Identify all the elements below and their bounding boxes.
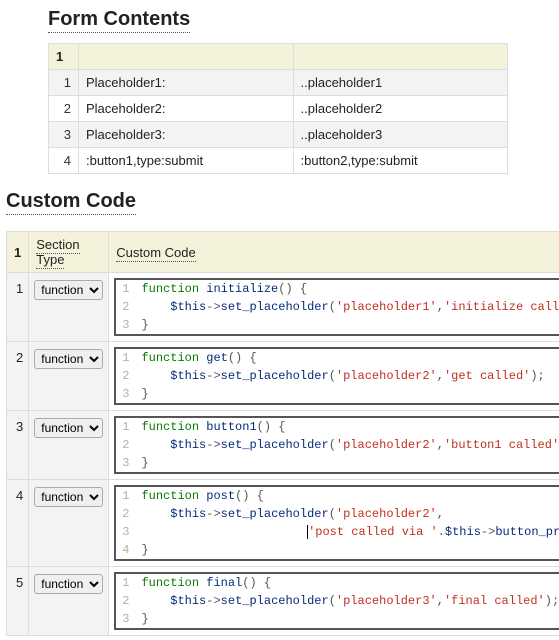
code-box: 1function get() {2 $this->set_placeholde…: [114, 347, 559, 405]
code-line[interactable]: $this->set_placeholder('placeholder2','g…: [135, 367, 559, 385]
line-number: 1: [116, 349, 135, 367]
line-number: 1: [116, 280, 135, 298]
line-number: 2: [116, 367, 135, 385]
cc-row: 2function1function get() {2 $this->set_p…: [7, 342, 559, 411]
section-type-select[interactable]: function: [34, 418, 103, 438]
line-number: 3: [116, 385, 135, 403]
cc-code-cell: 1function button1() {2 $this->set_placeh…: [109, 411, 559, 480]
code-line[interactable]: function post() {: [135, 487, 559, 505]
line-number: 1: [116, 418, 135, 436]
row-right: ..placeholder2: [293, 96, 508, 122]
table-row: 4:button1,type:submit:button2,type:submi…: [49, 148, 508, 174]
table-row: 3Placeholder3:..placeholder3: [49, 122, 508, 148]
code-block[interactable]: 1function get() {2 $this->set_placeholde…: [116, 349, 559, 403]
row-left: Placeholder1:: [79, 70, 294, 96]
code-line[interactable]: }: [135, 610, 559, 628]
code-line[interactable]: function initialize() {: [135, 280, 559, 298]
code-box: 1function button1() {2 $this->set_placeh…: [114, 416, 559, 474]
cc-header-code: Custom Code: [109, 232, 559, 273]
cc-type-cell: function: [29, 273, 109, 342]
cc-row-num: 4: [7, 480, 29, 567]
cc-code-cell: 1function get() {2 $this->set_placeholde…: [109, 342, 559, 411]
cc-row-num: 5: [7, 567, 29, 636]
cc-row-num: 3: [7, 411, 29, 480]
code-block[interactable]: 1function initialize() {2 $this->set_pla…: [116, 280, 559, 334]
cc-code-cell: 1function post() {2 $this->set_placehold…: [109, 480, 559, 567]
code-line[interactable]: }: [135, 541, 559, 559]
row-right: ..placeholder1: [293, 70, 508, 96]
code-box: 1function initialize() {2 $this->set_pla…: [114, 278, 559, 336]
row-num: 4: [49, 148, 79, 174]
custom-code-title: Custom Code: [6, 190, 136, 215]
code-box: 1function final() {2 $this->set_placehol…: [114, 572, 559, 630]
row-right: :button2,type:submit: [293, 148, 508, 174]
row-left: Placeholder2:: [79, 96, 294, 122]
code-line[interactable]: }: [135, 454, 559, 472]
table-row: 1Placeholder1:..placeholder1: [49, 70, 508, 96]
cc-header-num: 1: [7, 232, 29, 273]
cc-row: 4function1function post() {2 $this->set_…: [7, 480, 559, 567]
cc-header-type: Section Type: [29, 232, 109, 273]
row-left: :button1,type:submit: [79, 148, 294, 174]
section-type-select[interactable]: function: [34, 280, 103, 300]
line-number: 4: [116, 541, 135, 559]
cc-row-num: 2: [7, 342, 29, 411]
line-number: 3: [116, 523, 135, 541]
form-header-num: 1: [49, 44, 79, 70]
custom-code-table: 1 Section Type Custom Code 1function1fun…: [6, 231, 559, 636]
cc-code-cell: 1function initialize() {2 $this->set_pla…: [109, 273, 559, 342]
row-num: 3: [49, 122, 79, 148]
cc-row-num: 1: [7, 273, 29, 342]
section-type-select[interactable]: function: [34, 487, 103, 507]
line-number: 1: [116, 487, 135, 505]
cc-row: 1function1function initialize() {2 $this…: [7, 273, 559, 342]
row-right: ..placeholder3: [293, 122, 508, 148]
line-number: 3: [116, 610, 135, 628]
line-number: 3: [116, 316, 135, 334]
code-line[interactable]: }: [135, 316, 559, 334]
section-type-select[interactable]: function: [34, 574, 103, 594]
code-line[interactable]: $this->set_placeholder('placeholder2',: [135, 505, 559, 523]
code-line[interactable]: $this->set_placeholder('placeholder2','b…: [135, 436, 559, 454]
cc-type-cell: function: [29, 567, 109, 636]
line-number: 2: [116, 505, 135, 523]
code-line[interactable]: function final() {: [135, 574, 559, 592]
code-block[interactable]: 1function post() {2 $this->set_placehold…: [116, 487, 559, 559]
row-left: Placeholder3:: [79, 122, 294, 148]
line-number: 2: [116, 298, 135, 316]
row-num: 1: [49, 70, 79, 96]
code-line[interactable]: $this->set_placeholder('placeholder1','i…: [135, 298, 559, 316]
form-header-left: [79, 44, 294, 70]
code-block[interactable]: 1function button1() {2 $this->set_placeh…: [116, 418, 559, 472]
code-line[interactable]: function button1() {: [135, 418, 559, 436]
code-line[interactable]: 'post called via '.$this->button_pressed…: [135, 523, 559, 541]
row-num: 2: [49, 96, 79, 122]
line-number: 1: [116, 574, 135, 592]
line-number: 2: [116, 436, 135, 454]
line-number: 2: [116, 592, 135, 610]
form-contents-table: 1 1Placeholder1:..placeholder12Placehold…: [48, 43, 508, 174]
table-row: 2Placeholder2:..placeholder2: [49, 96, 508, 122]
code-box: 1function post() {2 $this->set_placehold…: [114, 485, 559, 561]
form-contents-title: Form Contents: [48, 8, 190, 33]
line-number: 3: [116, 454, 135, 472]
cc-row: 5function 1function final() {2 $this->set…: [7, 567, 559, 636]
code-line[interactable]: function get() {: [135, 349, 559, 367]
cc-row: 3function1function button1() {2 $this->s…: [7, 411, 559, 480]
cc-code-cell: 1function final() {2 $this->set_placehol…: [109, 567, 559, 636]
cc-type-cell: function: [29, 480, 109, 567]
form-header-right: [293, 44, 508, 70]
cc-type-cell: function: [29, 342, 109, 411]
cc-type-cell: function: [29, 411, 109, 480]
section-type-select[interactable]: function: [34, 349, 103, 369]
code-line[interactable]: $this->set_placeholder('placeholder3','f…: [135, 592, 559, 610]
code-line[interactable]: }: [135, 385, 559, 403]
code-block[interactable]: 1function final() {2 $this->set_placehol…: [116, 574, 559, 628]
